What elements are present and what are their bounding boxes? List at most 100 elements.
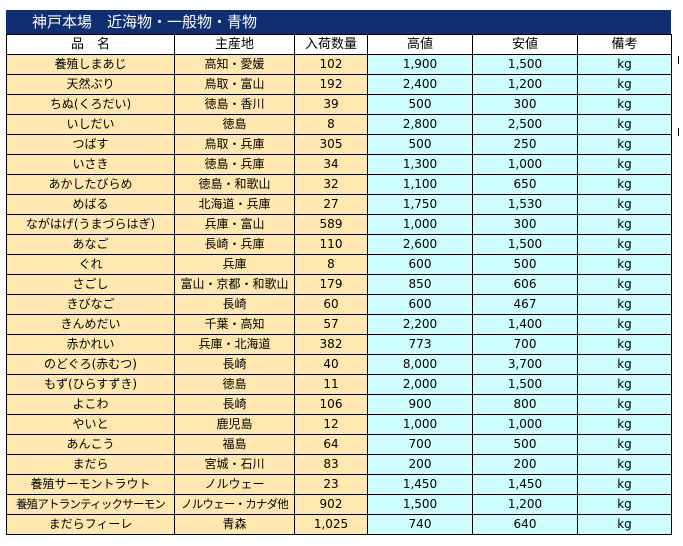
cell-qty: 83 (294, 454, 368, 475)
table-row: まだら 宮城・石川 83 200 200 kg (6, 454, 672, 475)
header-name: 品 名 (6, 34, 175, 55)
cell-low: 200 (472, 454, 578, 475)
cell-remarks: kg (577, 294, 672, 315)
cell-high: 700 (367, 434, 473, 455)
cell-qty: 57 (294, 314, 368, 335)
cell-origin: 長崎 (174, 294, 295, 315)
cell-low: 467 (472, 294, 578, 315)
cell-high: 500 (367, 134, 473, 155)
cell-name: ぐれ (6, 254, 175, 275)
cell-remarks: kg (577, 474, 672, 495)
cell-qty: 102 (294, 54, 368, 75)
cell-origin: 長崎・兵庫 (174, 234, 295, 255)
cell-remarks: kg (577, 414, 672, 435)
cell-name: めばる (6, 194, 175, 215)
cell-high: 2,000 (367, 374, 473, 395)
edge-mark (678, 128, 679, 136)
cell-origin: 長崎 (174, 394, 295, 415)
cell-high: 1,000 (367, 414, 473, 435)
cell-qty: 179 (294, 274, 368, 295)
cell-origin: ノルウェー (174, 474, 295, 495)
cell-high: 8,000 (367, 354, 473, 375)
cell-qty: 11 (294, 374, 368, 395)
table-row: 赤かれい 兵庫・北海道 382 773 700 kg (6, 334, 672, 355)
table-row: つばす 鳥取・兵庫 305 500 250 kg (6, 134, 672, 155)
cell-remarks: kg (577, 154, 672, 175)
cell-origin: 高知・愛媛 (174, 54, 295, 75)
cell-low: 500 (472, 434, 578, 455)
cell-remarks: kg (577, 434, 672, 455)
cell-origin: ノルウェー・カナダ他 (174, 494, 295, 515)
cell-qty: 8 (294, 254, 368, 275)
cell-high: 900 (367, 394, 473, 415)
cell-remarks: kg (577, 234, 672, 255)
table-row: ながはげ(うまづらはぎ) 兵庫・富山 589 1,000 300 kg (6, 214, 672, 235)
table-row: 養殖サーモントラウト ノルウェー 23 1,450 1,450 kg (6, 474, 672, 495)
cell-name: 天然ぶり (6, 74, 175, 95)
cell-name: いしだい (6, 114, 175, 135)
header-origin: 主産地 (174, 34, 295, 55)
cell-qty: 23 (294, 474, 368, 495)
table-body: 養殖しまあじ 高知・愛媛 102 1,900 1,500 kg 天然ぶり 鳥取・富山 192 2,… (6, 54, 672, 535)
cell-qty: 34 (294, 154, 368, 175)
cell-high: 600 (367, 254, 473, 275)
table-row: やいと 鹿児島 12 1,000 1,000 kg (6, 414, 672, 435)
cell-origin: 兵庫・北海道 (174, 334, 295, 355)
cell-low: 1,400 (472, 314, 578, 335)
table-row: きんめだい 千葉・高知 57 2,200 1,400 kg (6, 314, 672, 335)
cell-qty: 64 (294, 434, 368, 455)
cell-name: あんこう (6, 434, 175, 455)
cell-low: 300 (472, 94, 578, 115)
cell-origin: 千葉・高知 (174, 314, 295, 335)
cell-remarks: kg (577, 94, 672, 115)
price-table: 品 名 主産地 入荷数量 高値 安値 備考 養殖しまあじ 高知・愛媛 102 1,90… (6, 34, 672, 535)
cell-remarks: kg (577, 394, 672, 415)
cell-remarks: kg (577, 134, 672, 155)
cell-remarks: kg (577, 74, 672, 95)
table-row: ぐれ 兵庫 8 600 500 kg (6, 254, 672, 275)
cell-origin: 徳島 (174, 114, 295, 135)
cell-qty: 382 (294, 334, 368, 355)
cell-high: 2,200 (367, 314, 473, 335)
cell-high: 200 (367, 454, 473, 475)
cell-origin: 徳島・兵庫 (174, 154, 295, 175)
cell-qty: 12 (294, 414, 368, 435)
cell-high: 773 (367, 334, 473, 355)
cell-low: 1,200 (472, 74, 578, 95)
cell-origin: 福島 (174, 434, 295, 455)
cell-name: まだら (6, 454, 175, 475)
cell-name: つばす (6, 134, 175, 155)
cell-low: 300 (472, 214, 578, 235)
cell-low: 1,530 (472, 194, 578, 215)
cell-qty: 110 (294, 234, 368, 255)
cell-high: 2,600 (367, 234, 473, 255)
cell-qty: 40 (294, 354, 368, 375)
cell-high: 2,800 (367, 114, 473, 135)
cell-origin: 鹿児島 (174, 414, 295, 435)
cell-high: 600 (367, 294, 473, 315)
table-row: 養殖アトランティックサーモン ノルウェー・カナダ他 902 1,500 1,200 kg (6, 494, 672, 515)
table-row: 天然ぶり 鳥取・富山 192 2,400 1,200 kg (6, 74, 672, 95)
cell-remarks: kg (577, 454, 672, 475)
cell-high: 1,750 (367, 194, 473, 215)
price-sheet: 神戸本場 近海物・一般物・青物 品 名 主産地 入荷数量 高値 安値 備考 養殖… (6, 10, 672, 535)
table-row: さごし 富山・京都・和歌山 179 850 606 kg (6, 274, 672, 295)
cell-low: 1,000 (472, 154, 578, 175)
cell-origin: 北海道・兵庫 (174, 194, 295, 215)
cell-origin: 兵庫 (174, 254, 295, 275)
header-qty: 入荷数量 (294, 34, 368, 55)
cell-name: 養殖サーモントラウト (6, 474, 175, 495)
cell-remarks: kg (577, 54, 672, 75)
cell-qty: 192 (294, 74, 368, 95)
cell-remarks: kg (577, 194, 672, 215)
cell-remarks: kg (577, 354, 672, 375)
cell-low: 1,500 (472, 54, 578, 75)
cell-high: 1,450 (367, 474, 473, 495)
cell-remarks: kg (577, 274, 672, 295)
table-row: きびなご 長崎 60 600 467 kg (6, 294, 672, 315)
cell-qty: 32 (294, 174, 368, 195)
cell-name: きんめだい (6, 314, 175, 335)
cell-low: 1,200 (472, 494, 578, 515)
cell-qty: 305 (294, 134, 368, 155)
cell-remarks: kg (577, 254, 672, 275)
